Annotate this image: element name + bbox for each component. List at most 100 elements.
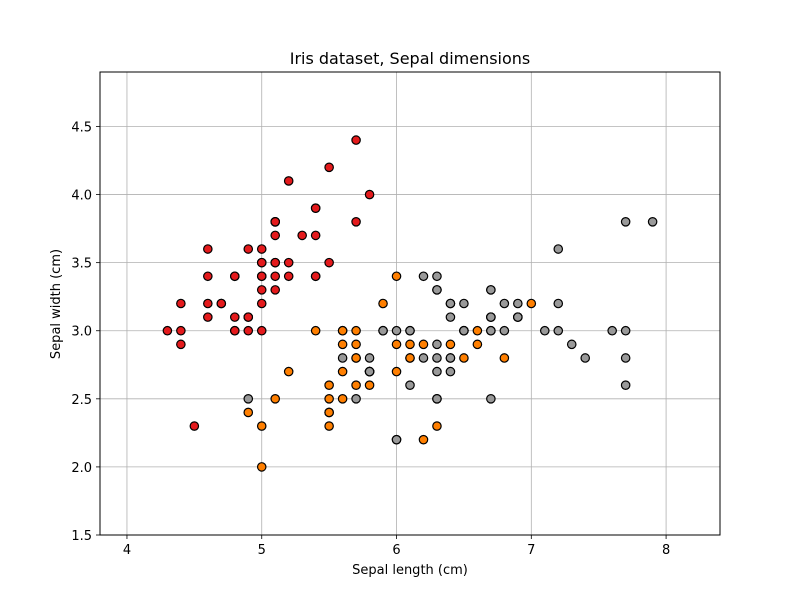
point-versicolor — [526, 298, 537, 309]
point-virginica — [647, 216, 658, 227]
point-versicolor — [310, 325, 321, 336]
point-setosa — [297, 230, 307, 241]
point-versicolor — [256, 462, 267, 472]
point-setosa — [256, 325, 267, 336]
point-versicolor — [283, 366, 294, 377]
point-versicolor — [337, 394, 348, 404]
point-setosa — [256, 298, 267, 309]
grid-lines — [100, 72, 720, 536]
point-virginica — [486, 394, 496, 404]
point-virginica — [607, 325, 617, 336]
point-virginica — [364, 366, 375, 377]
plot-frame — [99, 71, 721, 536]
point-virginica — [486, 325, 496, 336]
point-virginica — [513, 312, 523, 322]
point-versicolor — [445, 339, 456, 350]
point-virginica — [378, 325, 388, 336]
point-setosa — [203, 244, 213, 254]
point-versicolor — [270, 394, 281, 404]
point-setosa — [283, 271, 294, 282]
point-versicolor — [337, 325, 348, 336]
point-versicolor — [256, 421, 267, 431]
point-virginica — [499, 298, 510, 309]
point-virginica — [432, 285, 442, 295]
point-setosa — [270, 285, 281, 295]
point-setosa — [256, 285, 267, 295]
point-setosa — [324, 257, 334, 268]
point-virginica — [620, 325, 631, 336]
series-versicolor — [243, 271, 537, 472]
point-setosa — [243, 325, 254, 336]
point-versicolor — [418, 339, 429, 350]
point-virginica — [513, 298, 523, 309]
point-virginica — [459, 325, 469, 336]
point-setosa — [203, 312, 213, 322]
point-versicolor — [324, 380, 334, 391]
point-virginica — [418, 271, 429, 282]
point-versicolor — [337, 366, 348, 377]
point-versicolor — [472, 339, 483, 350]
x-axis-ticks: 4 5 6 7 8 — [123, 535, 670, 558]
point-setosa — [283, 176, 294, 186]
point-versicolor — [432, 421, 442, 431]
point-virginica — [486, 312, 496, 322]
point-versicolor — [499, 353, 510, 363]
point-virginica — [539, 325, 550, 336]
point-virginica — [445, 312, 456, 322]
point-virginica — [432, 271, 442, 282]
point-versicolor — [337, 339, 348, 350]
point-virginica — [553, 298, 564, 309]
y-tick-label: 4.5 — [71, 120, 92, 135]
point-versicolor — [324, 394, 334, 404]
point-virginica — [432, 353, 442, 363]
point-setosa — [243, 244, 254, 254]
point-virginica — [432, 394, 442, 404]
series-setosa — [162, 135, 375, 431]
point-setosa — [229, 271, 240, 282]
point-versicolor — [405, 353, 415, 363]
x-axis-label: Sepal length (cm) — [352, 563, 468, 578]
point-virginica — [445, 366, 456, 377]
x-tick-label: 7 — [527, 543, 535, 558]
point-virginica — [445, 298, 456, 309]
chart-title: Iris dataset, Sepal dimensions — [290, 49, 531, 68]
point-versicolor — [472, 325, 483, 336]
point-versicolor — [351, 353, 361, 363]
point-virginica — [620, 380, 631, 391]
point-versicolor — [378, 298, 388, 309]
point-virginica — [620, 216, 631, 227]
y-tick-label: 3.0 — [71, 325, 92, 340]
point-setosa — [176, 325, 186, 336]
point-virginica — [553, 244, 564, 254]
point-virginica — [405, 325, 415, 336]
point-setosa — [310, 203, 321, 213]
point-setosa — [176, 339, 186, 350]
point-versicolor — [351, 380, 361, 391]
point-setosa — [243, 312, 254, 322]
point-versicolor — [391, 339, 402, 350]
point-setosa — [364, 189, 375, 200]
point-virginica — [553, 325, 564, 336]
data-points — [162, 135, 658, 472]
point-virginica — [432, 339, 442, 350]
point-setosa — [270, 257, 281, 268]
point-virginica — [364, 353, 375, 363]
point-virginica — [405, 380, 415, 391]
x-tick-label: 5 — [258, 543, 266, 558]
point-setosa — [270, 271, 281, 282]
point-versicolor — [351, 339, 361, 350]
point-virginica — [580, 353, 591, 363]
x-tick-label: 4 — [123, 543, 131, 558]
series-virginica — [243, 216, 658, 445]
point-setosa — [256, 271, 267, 282]
point-versicolor — [364, 380, 375, 391]
y-tick-label: 3.5 — [71, 257, 92, 272]
point-versicolor — [243, 407, 254, 418]
point-virginica — [418, 353, 429, 363]
point-setosa — [256, 257, 267, 268]
point-virginica — [243, 394, 254, 404]
point-virginica — [486, 285, 496, 295]
y-tick-label: 2.0 — [71, 461, 92, 476]
point-virginica — [620, 353, 631, 363]
point-versicolor — [418, 434, 429, 445]
